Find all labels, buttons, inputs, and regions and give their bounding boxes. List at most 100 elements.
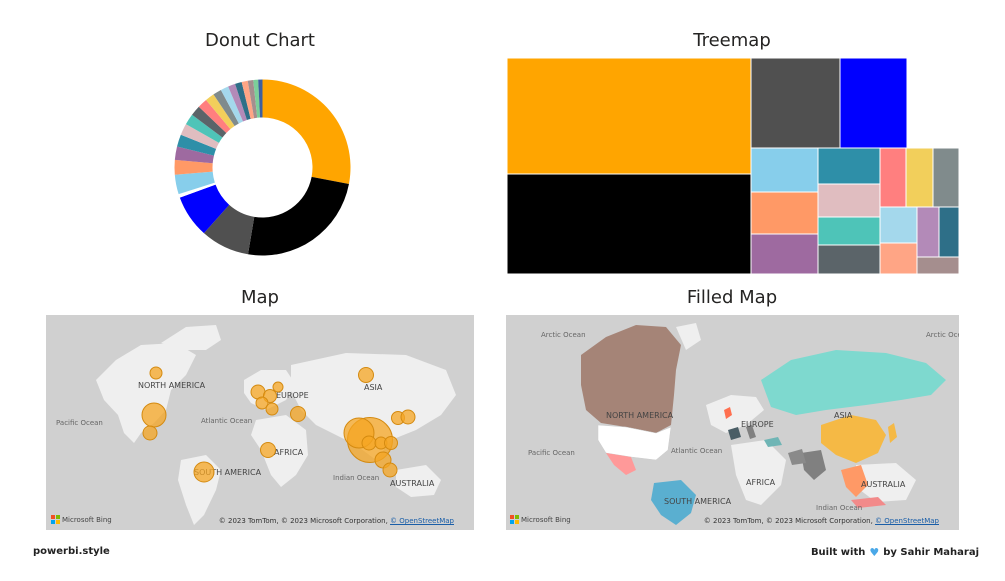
treemap-tile-2[interactable] <box>750 57 841 149</box>
map-label-north-america: NORTH AMERICA <box>138 381 206 390</box>
filled-map-label-atlantic: Atlantic Ocean <box>671 447 722 455</box>
filled-region-iran[interactable] <box>788 449 806 465</box>
donut-chart[interactable] <box>170 75 355 260</box>
donut-slice-11[interactable] <box>192 106 227 138</box>
donut-slice-7[interactable] <box>174 146 214 164</box>
donut-slice-1[interactable] <box>248 176 349 256</box>
map-label-south-america: SOUTH AMERICA <box>194 468 262 477</box>
treemap-tile-6[interactable] <box>750 233 819 275</box>
filled-region-mexico[interactable] <box>606 453 636 475</box>
donut-slice-2[interactable] <box>203 204 255 255</box>
footer-brand: powerbi.style <box>33 546 110 557</box>
map-bubble-1[interactable] <box>141 402 167 428</box>
donut-chart-title: Donut Chart <box>205 30 315 51</box>
treemap-tile-11[interactable] <box>879 147 907 208</box>
treemap-tile-7[interactable] <box>817 147 881 185</box>
treemap-tile-17[interactable] <box>879 242 918 275</box>
donut-slice-17[interactable] <box>235 82 251 120</box>
map-label-europe: EUROPE <box>276 391 309 400</box>
microsoft-logo-icon <box>51 515 60 524</box>
map-bubble-15[interactable] <box>400 409 416 425</box>
filled-map-label-south-america: SOUTH AMERICA <box>664 497 732 506</box>
filled-map[interactable]: Arctic Ocean Arctic Ocean NORTH AMERICA … <box>506 315 959 530</box>
filled-map-label-arctic-right: Arctic Ocean <box>926 331 959 339</box>
treemap-title: Treemap <box>693 30 771 51</box>
map-bubble-5[interactable] <box>255 396 269 410</box>
donut-slice-16[interactable] <box>228 83 247 122</box>
filled-region-spain[interactable] <box>728 427 741 440</box>
map-bubble-11[interactable] <box>361 435 377 451</box>
filled-region-italy[interactable] <box>746 425 756 439</box>
map-bubble-20[interactable] <box>193 461 215 483</box>
treemap-tile-8[interactable] <box>817 183 881 218</box>
donut-slice-3[interactable] <box>179 184 230 234</box>
treemap-tile-13[interactable] <box>932 147 960 208</box>
treemap-tile-15[interactable] <box>916 206 940 258</box>
map-bubble-19[interactable] <box>260 442 276 458</box>
map-bubble-6[interactable] <box>265 402 279 416</box>
bing-logo: Microsoft Bing <box>510 515 571 524</box>
treemap-chart[interactable] <box>506 57 960 275</box>
donut-slice-9[interactable] <box>180 124 219 149</box>
filled-region-japan[interactable] <box>888 423 897 443</box>
map-bubble-0[interactable] <box>149 366 163 380</box>
openstreetmap-link[interactable]: © OpenStreetMap <box>875 517 939 525</box>
donut-slice-10[interactable] <box>185 114 223 143</box>
donut-slice-4[interactable] <box>178 182 216 198</box>
map-bubble-8[interactable] <box>290 406 306 422</box>
filled-region-uk[interactable] <box>724 407 732 419</box>
donut-slice-15[interactable] <box>220 86 243 124</box>
map-bubble-2[interactable] <box>142 425 158 441</box>
filled-region-china[interactable] <box>821 415 886 463</box>
treemap-tile-3[interactable] <box>839 57 908 149</box>
map-label-asia: ASIA <box>364 383 383 392</box>
treemap-tile-14[interactable] <box>879 206 918 244</box>
map-label-australia: AUSTRALIA <box>390 479 435 488</box>
map-bubble-18[interactable] <box>358 367 374 383</box>
donut-slice-8[interactable] <box>177 134 217 156</box>
map-bubble-13[interactable] <box>384 436 398 450</box>
donut-slice-14[interactable] <box>213 89 239 126</box>
filled-map-title: Filled Map <box>686 287 778 308</box>
filled-map-label-arctic-left: Arctic Ocean <box>541 331 586 339</box>
blue-heart-icon: ♥ <box>869 546 880 559</box>
donut-slice-13[interactable] <box>206 94 235 130</box>
filled-map-label-africa: AFRICA <box>746 478 776 487</box>
filled-map-label-asia: ASIA <box>834 411 853 420</box>
map-label-africa: AFRICA <box>274 448 304 457</box>
bing-logo: Microsoft Bing <box>51 515 112 524</box>
donut-slice-18[interactable] <box>241 80 255 119</box>
donut-slice-6[interactable] <box>174 159 213 175</box>
treemap-tile-9[interactable] <box>817 216 881 246</box>
treemap-tile-5[interactable] <box>750 191 819 235</box>
bubble-map[interactable]: NORTH AMERICA SOUTH AMERICA EUROPE AFRIC… <box>46 315 474 530</box>
treemap-tile-0[interactable] <box>506 57 752 175</box>
filled-region-india[interactable] <box>801 450 826 480</box>
donut-slice-12[interactable] <box>198 99 231 133</box>
map-label-atlantic: Atlantic Ocean <box>201 417 252 425</box>
filled-region-canada[interactable] <box>581 325 681 433</box>
donut-slice-21[interactable] <box>258 79 263 118</box>
filled-map-label-indian: Indian Ocean <box>816 504 862 512</box>
treemap-tile-10[interactable] <box>817 244 881 275</box>
treemap-tile-12[interactable] <box>905 147 934 208</box>
treemap-tile-18[interactable] <box>916 256 960 275</box>
filled-region-usa[interactable] <box>597 424 672 461</box>
openstreetmap-link[interactable]: © OpenStreetMap <box>390 517 454 525</box>
filled-region-brazil[interactable] <box>651 480 696 525</box>
filled-region-seasia[interactable] <box>841 465 868 497</box>
filled-region-russia[interactable] <box>761 350 946 415</box>
treemap-tile-16[interactable] <box>938 206 960 258</box>
microsoft-logo-icon <box>510 515 519 524</box>
treemap-tile-1[interactable] <box>506 173 752 275</box>
donut-slice-5[interactable] <box>174 171 215 195</box>
donut-slice-20[interactable] <box>253 79 261 118</box>
donut-slice-19[interactable] <box>247 79 258 119</box>
filled-region-turkey[interactable] <box>764 437 782 447</box>
donut-slice-0[interactable] <box>262 79 351 184</box>
treemap-tile-4[interactable] <box>750 147 819 193</box>
map-label-indian: Indian Ocean <box>333 474 379 482</box>
filled-region-indonesia[interactable] <box>851 497 886 508</box>
map-bubble-17[interactable] <box>382 462 398 478</box>
map-bubble-7[interactable] <box>272 381 284 393</box>
